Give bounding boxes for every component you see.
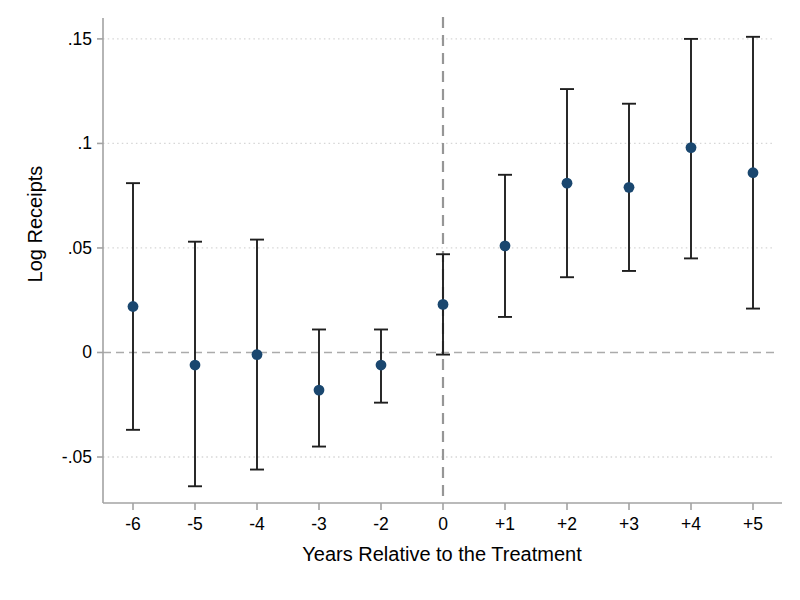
x-tick-label-+2: +2	[557, 514, 577, 534]
x-tick-label--5: -5	[187, 514, 203, 534]
point-estimate--6	[128, 301, 139, 312]
x-axis-title: Years Relative to the Treatment	[302, 543, 582, 565]
point-estimate-+5	[748, 167, 759, 178]
y-tick-label--.05: -.05	[62, 447, 92, 467]
point-estimate--5	[190, 360, 201, 371]
point-estimate-+4	[686, 142, 697, 153]
point-estimate-0	[438, 299, 449, 310]
x-tick-label-+5: +5	[743, 514, 763, 534]
x-tick-label-+3: +3	[619, 514, 639, 534]
x-tick-label--6: -6	[125, 514, 141, 534]
point-estimate--4	[252, 349, 263, 360]
point-estimate--3	[314, 385, 325, 396]
x-tick-label-+4: +4	[681, 514, 701, 534]
x-tick-label--2: -2	[373, 514, 389, 534]
x-tick-label--4: -4	[249, 514, 265, 534]
event-study-chart: .15 .1 .05 0 -.05 -6 -5 -4 -3 -2 0 +1 +2 +3 +4 +5 Log R…	[0, 0, 800, 600]
point-estimate-+2	[562, 178, 573, 189]
y-tick-label-.05: .05	[68, 238, 92, 258]
x-tick-label--3: -3	[311, 514, 327, 534]
x-tick-label-0: 0	[438, 514, 448, 534]
y-axis-title: Log Receipts	[24, 166, 46, 283]
point-estimate-+1	[500, 240, 511, 251]
x-tick-label-+1: +1	[495, 514, 515, 534]
grid-layer	[103, 39, 775, 457]
event-study-figure: .15 .1 .05 0 -.05 -6 -5 -4 -3 -2 0 +1 +2 +3 +4 +5 Log R…	[0, 0, 800, 600]
y-tick-label-0: 0	[82, 342, 92, 362]
y-tick-label-.1: .1	[77, 133, 92, 153]
y-tick-label-.15: .15	[68, 29, 92, 49]
point-estimate-+3	[624, 182, 635, 193]
reference-line-layer	[103, 17, 775, 503]
point-estimate--2	[376, 360, 387, 371]
